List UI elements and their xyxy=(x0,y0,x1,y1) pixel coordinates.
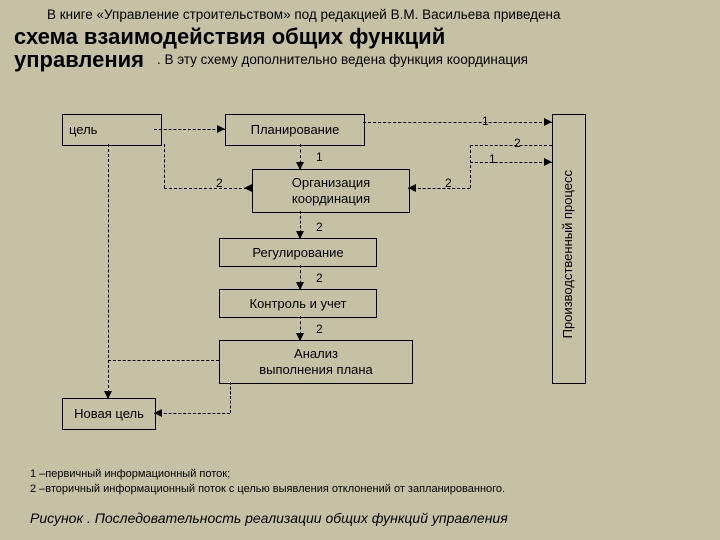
arr-proc1 xyxy=(544,118,552,126)
org-text: Организация xyxy=(292,175,370,191)
title-line2: управления xyxy=(14,47,144,73)
arr-2-left xyxy=(244,184,252,192)
sub-intro: . В эту схему дополнительно ведена функц… xyxy=(157,52,528,67)
lbl-2e: 2 xyxy=(316,271,323,285)
line-h-proc1b xyxy=(470,162,552,163)
coord-text: координация xyxy=(292,191,370,207)
arr-goal-plan xyxy=(217,125,225,133)
caption: Рисунок . Последовательность реализации … xyxy=(30,510,508,526)
line-h-2-left xyxy=(164,188,252,189)
arr-proc1b xyxy=(544,158,552,166)
line-v-2-left xyxy=(164,144,165,188)
box-organization: Организация координация xyxy=(252,169,410,213)
arr-org-reg xyxy=(296,231,304,239)
analysis-l2: выполнения плана xyxy=(259,362,373,378)
legend-2: 2 –вторичный информационный поток с цель… xyxy=(30,482,505,497)
line-h-proc2a xyxy=(470,145,552,146)
lbl-1a: 1 xyxy=(482,114,489,128)
arr-reg-ctrl xyxy=(296,282,304,290)
arr-left-newgoal xyxy=(104,391,112,399)
line-h-proc1 xyxy=(363,122,552,123)
arr-an-newgoal xyxy=(154,409,162,417)
box-goal: цель xyxy=(62,114,162,146)
lbl-2d: 2 xyxy=(316,220,323,234)
intro-text: В книге «Управление строительством» под … xyxy=(47,6,687,24)
line-goal-plan xyxy=(154,129,225,130)
box-planning: Планирование xyxy=(225,114,365,146)
line-left-to-analysis xyxy=(108,360,219,361)
box-regulation: Регулирование xyxy=(219,238,377,267)
line-v-proc2a xyxy=(470,145,471,188)
line-an-newgoal xyxy=(154,413,230,414)
box-control: Контроль и учет xyxy=(219,289,377,318)
process-text: Производственный процесс xyxy=(560,170,575,338)
lbl-1b: 1 xyxy=(489,152,496,166)
box-analysis: Анализ выполнения плана xyxy=(219,340,413,384)
lbl-1c: 1 xyxy=(316,150,323,164)
lbl-2f: 2 xyxy=(316,322,323,336)
legend-1: 1 –первичный информационный поток; xyxy=(30,467,505,482)
arr-proc2b xyxy=(408,184,416,192)
box-new-goal: Новая цель xyxy=(62,398,156,430)
arr-ctrl-an xyxy=(296,333,304,341)
analysis-l1: Анализ xyxy=(294,346,338,362)
lbl-2a: 2 xyxy=(514,136,521,150)
arr-plan-org xyxy=(296,162,304,170)
line-h-proc2b xyxy=(408,188,470,189)
line-v-an-down xyxy=(230,382,231,413)
legend: 1 –первичный информационный поток; 2 –вт… xyxy=(30,467,505,497)
